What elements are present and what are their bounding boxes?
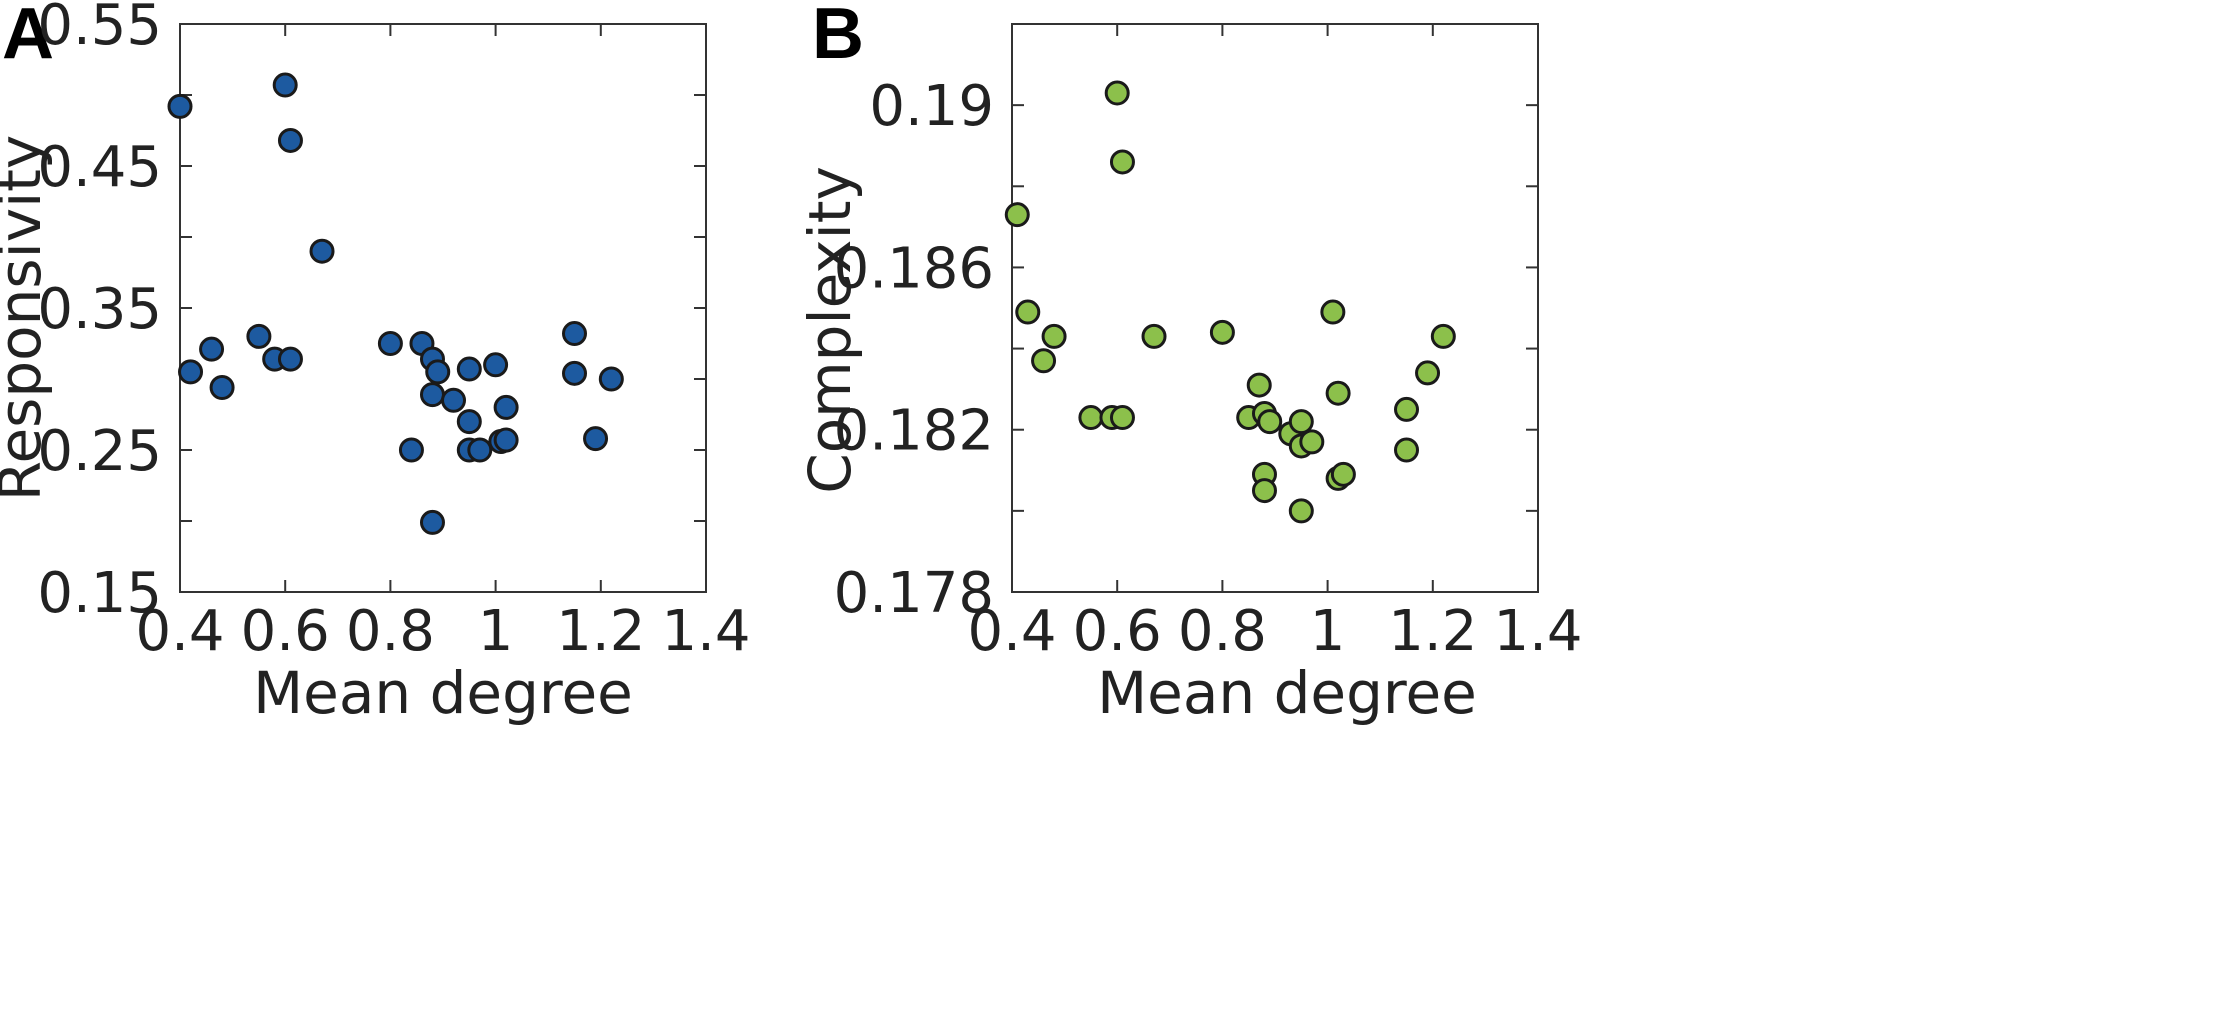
panel-a-data-point: [493, 427, 519, 453]
panel-b-data-point: [1251, 478, 1277, 504]
panel-a-data-point: [562, 321, 587, 347]
panel-b-data-point: [1015, 299, 1041, 325]
panel-a-y-tick-label: 0.25: [37, 419, 162, 484]
panel-a-data-point: [583, 426, 609, 452]
panel-b-data-point: [1041, 323, 1067, 349]
panel-b-label: B: [812, 0, 864, 74]
panel-a-data-point: [467, 437, 493, 463]
panel-b-x-tick-labels: 0.4 0.6 0.8 1 1.2 1.4: [967, 599, 1582, 664]
panel-a-x-tick-label: 1.4: [661, 599, 750, 664]
panel-a-data-point: [199, 336, 225, 362]
panel-b-data-point: [1109, 405, 1135, 431]
panel-a-data-point: [277, 346, 303, 372]
panel-a-x-tick-label: 0.6: [241, 599, 330, 664]
panel-a-plot-frame: [179, 23, 707, 593]
panel-b-x-tick-label: 1.2: [1388, 599, 1477, 664]
panel-b-data-point: [1299, 429, 1325, 455]
panel-a-data-point: [167, 93, 193, 119]
panel-a-x-tick-label: 1.2: [556, 599, 645, 664]
panel-a-y-tick-label: 0.45: [37, 135, 162, 200]
panel-a-data-point: [272, 72, 298, 98]
panel-b: B 0.4 0.6 0.8 1 1.2 1.4 0.178 0.182 0.186 0.19 M…: [796, 0, 1583, 727]
panel-a-data-point: [598, 366, 624, 392]
panel-b-y-tick-label: 0.182: [834, 399, 994, 464]
panel-b-data-point: [1031, 348, 1057, 374]
panel-a-data-point: [209, 375, 235, 401]
panel-a-data-point: [456, 409, 482, 435]
panel-b-x-tick-label: 1.4: [1493, 599, 1582, 664]
panel-b-x-tick-label: 1: [1310, 599, 1346, 664]
panel-b-x-tick-label: 0.6: [1073, 599, 1162, 664]
panel-a-data-point: [493, 394, 519, 420]
panel-a-y-tick-labels: 0.15 0.25 0.35 0.45 0.55: [37, 0, 162, 626]
panel-a-x-tick-label: 0.8: [346, 599, 435, 664]
panel-b-data-point: [1415, 360, 1441, 386]
panel-b-data-point: [1078, 405, 1104, 431]
panel-a-ticks: [179, 23, 707, 593]
panel-a-data-point: [419, 382, 445, 408]
panel-b-data-point: [1209, 319, 1235, 345]
panel-b-data-point: [1288, 409, 1314, 435]
panel-b-x-axis-label: Mean degree: [1097, 659, 1477, 727]
panel-a-data-point: [419, 509, 445, 535]
panel-b-data-point: [1104, 80, 1130, 106]
panel-b-data-point: [1257, 409, 1283, 435]
panel-a-x-tick-label: 0.4: [135, 599, 224, 664]
panel-b-y-tick-labels: 0.178 0.182 0.186 0.19: [834, 74, 994, 626]
panel-b-x-tick-label: 0.4: [967, 599, 1056, 664]
panel-b-data-point: [1141, 323, 1167, 349]
panel-b-ticks: [1011, 24, 1539, 593]
panel-a-y-tick-label: 0.55: [37, 0, 162, 58]
panel-b-data-point: [1109, 149, 1135, 175]
panel-a-y-axis-label: Responsivity: [0, 135, 54, 502]
panel-b-data-point: [1288, 498, 1314, 524]
panel-a-label: A: [2, 0, 54, 74]
panel-a-data-point: [441, 387, 467, 413]
panel-a-x-tick-label: 1: [478, 599, 514, 664]
panel-a-y-tick-label: 0.35: [37, 277, 162, 342]
panel-b-data-point: [1330, 461, 1356, 487]
panel-b-y-axis-label: Complexity: [796, 166, 864, 494]
panel-a-y-tick-label: 0.15: [37, 561, 162, 626]
panel-a-data-point: [483, 352, 509, 378]
panel-b-data-point: [1320, 299, 1346, 325]
panel-b-x-tick-label: 0.8: [1178, 599, 1267, 664]
panel-a-data-point: [377, 331, 403, 356]
panel-a-data-point: [425, 359, 451, 385]
panel-a-data-point: [398, 437, 424, 463]
panel-b-data-point: [1394, 437, 1419, 463]
panel-a: A 0.4 0.6 0.8 1 1.2 1.4 0.150.250.350.450.55 …: [0, 0, 751, 727]
panel-b-data-point: [1004, 202, 1030, 228]
panel-b-y-tick-label: 0.186: [834, 236, 994, 301]
panel-b-plot-frame: [1011, 23, 1539, 593]
panel-a-data-point: [277, 127, 303, 153]
panel-b-data-point: [1325, 380, 1351, 406]
panel-a-data-point: [309, 238, 335, 264]
panel-b-y-tick-label: 0.19: [869, 74, 994, 139]
panel-b-data-point: [1430, 323, 1456, 349]
panel-a-data-point: [456, 356, 482, 382]
panel-b-y-tick-label: 0.178: [834, 561, 994, 626]
panel-a-data-points: [167, 72, 624, 535]
panel-a-data-point: [178, 359, 204, 385]
panel-b-data-point: [1246, 372, 1272, 398]
panel-a-x-axis-label: Mean degree: [253, 659, 633, 727]
panel-a-data-point: [246, 323, 272, 349]
panel-b-data-point: [1394, 396, 1419, 422]
panel-a-data-point: [562, 360, 587, 386]
panel-a-x-tick-labels: 0.4 0.6 0.8 1 1.2 1.4: [135, 599, 750, 664]
panel-b-data-points: [1004, 80, 1456, 524]
